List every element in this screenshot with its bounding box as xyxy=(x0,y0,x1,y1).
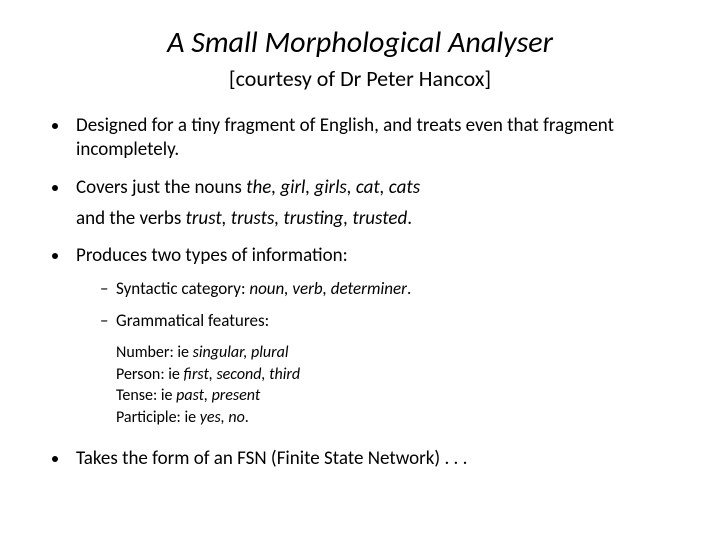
bullet-2c-em: trust, trusts, trusting, trusted xyxy=(186,207,408,230)
feat-person-em: first, second, third xyxy=(183,365,300,384)
bullet-2c-pre: and the verbs xyxy=(76,207,186,230)
sub-syntactic-pre: Syntactic category: xyxy=(116,278,249,299)
sub-list: Syntactic category: noun, verb, determin… xyxy=(76,278,680,332)
feat-person: Person: ie first, second, third xyxy=(116,364,680,386)
feat-participle: Participle: ie yes, no. xyxy=(116,407,680,429)
feat-number-em: singular, plural xyxy=(193,343,289,362)
feat-number: Number: ie singular, plural xyxy=(116,342,680,364)
bullet-2c-post: . xyxy=(407,207,412,230)
bullet-2-continuation: and the verbs trust, trusts, trusting, t… xyxy=(76,207,680,230)
feat-tense: Tense: ie past, present xyxy=(116,385,680,407)
slide-title: A Small Morphological Analyser xyxy=(40,24,680,61)
bullet-4: Takes the form of an FSN (Finite State N… xyxy=(70,447,680,471)
sub-syntactic-em: noun, verb, determiner xyxy=(249,278,407,299)
slide-subtitle: [courtesy of Dr Peter Hancox] xyxy=(40,65,680,92)
feat-tense-pre: Tense: ie xyxy=(116,386,176,405)
feat-part-em: yes, no xyxy=(200,408,245,427)
feat-tense-em: past, present xyxy=(176,386,260,405)
slide: A Small Morphological Analyser [courtesy… xyxy=(0,0,720,540)
bullet-list-2: Produces two types of information: Synta… xyxy=(40,244,680,470)
feat-number-pre: Number: ie xyxy=(116,343,193,362)
sub-grammatical: Grammatical features: xyxy=(100,310,680,332)
bullet-3-text: Produces two types of information: xyxy=(76,244,348,267)
bullet-list: Designed for a tiny fragment of English,… xyxy=(40,114,680,199)
bullet-2: Covers just the nouns the, girl, girls, … xyxy=(70,176,680,200)
sub-syntactic-post: . xyxy=(407,278,411,299)
feat-person-pre: Person: ie xyxy=(116,365,183,384)
bullet-3: Produces two types of information: Synta… xyxy=(70,244,680,428)
bullet-2-text: Covers just the nouns xyxy=(76,176,246,199)
feat-post: . xyxy=(245,408,249,427)
bullet-2-em: the, girl, girls, cat, cats xyxy=(246,176,420,199)
bullet-1: Designed for a tiny fragment of English,… xyxy=(70,114,680,162)
feat-part-pre: Participle: ie xyxy=(116,408,200,427)
sub-grammatical-label: Grammatical features: xyxy=(116,310,269,331)
feature-lines: Number: ie singular, plural Person: ie f… xyxy=(76,342,680,428)
sub-syntactic: Syntactic category: noun, verb, determin… xyxy=(100,278,680,300)
